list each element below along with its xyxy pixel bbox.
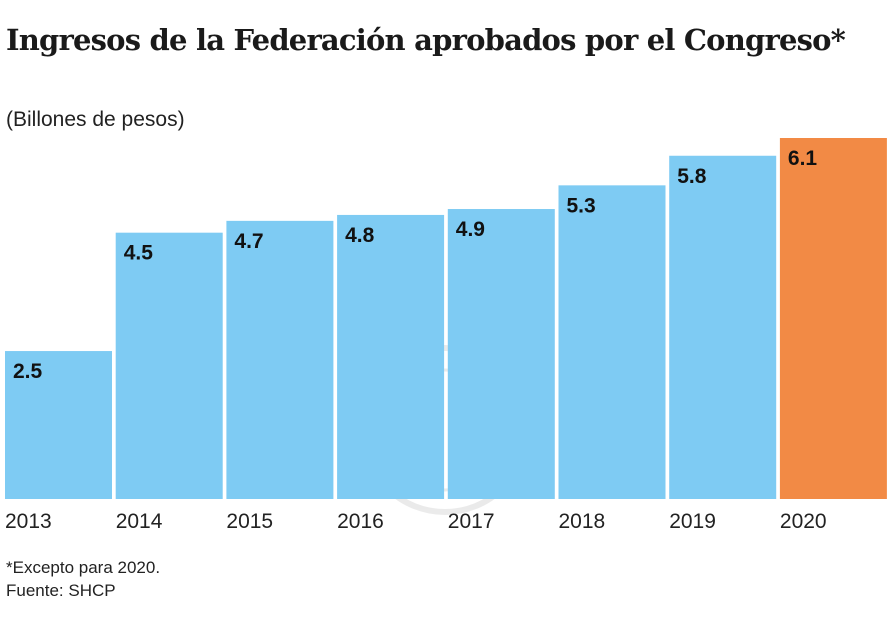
- data-label-2019: 5.8: [677, 165, 707, 188]
- bar-2016: [337, 214, 445, 499]
- data-label-2017: 4.9: [456, 218, 485, 241]
- x-tick-label-2015: 2015: [226, 510, 273, 533]
- data-label-2013: 2.5: [13, 360, 43, 383]
- data-label-2015: 4.7: [234, 230, 263, 253]
- data-label-2014: 4.5: [124, 242, 154, 265]
- chart-subtitle: (Billones de pesos): [6, 108, 185, 131]
- data-label-2016: 4.8: [345, 224, 375, 247]
- x-tick-label-2020: 2020: [780, 510, 827, 533]
- chart-title: Ingresos de la Federación aprobados por …: [6, 23, 846, 57]
- footnote: *Excepto para 2020.: [6, 558, 161, 577]
- bar-2017: [447, 209, 555, 499]
- x-tick-label-2016: 2016: [337, 510, 384, 533]
- bar-2018: [558, 185, 666, 499]
- bar-2020: [779, 138, 887, 499]
- x-tick-label-2013: 2013: [5, 510, 52, 533]
- bar-2019: [669, 155, 777, 500]
- data-label-2018: 5.3: [567, 194, 596, 217]
- x-tick-label-2019: 2019: [669, 510, 716, 533]
- bar-2013: [5, 351, 112, 499]
- x-tick-label-2017: 2017: [448, 510, 495, 533]
- x-tick-label-2014: 2014: [116, 510, 163, 533]
- source: Fuente: SHCP: [6, 581, 116, 600]
- data-label-2020: 6.1: [788, 147, 818, 170]
- bar-2014: [115, 232, 223, 499]
- bar-2015: [226, 220, 334, 499]
- bar-chart: 2.5 2013 4.5 2014 4.7 2015 4.8 2016 4.9 2017 5.3 20…: [5, 138, 887, 533]
- x-tick-label-2018: 2018: [559, 510, 606, 533]
